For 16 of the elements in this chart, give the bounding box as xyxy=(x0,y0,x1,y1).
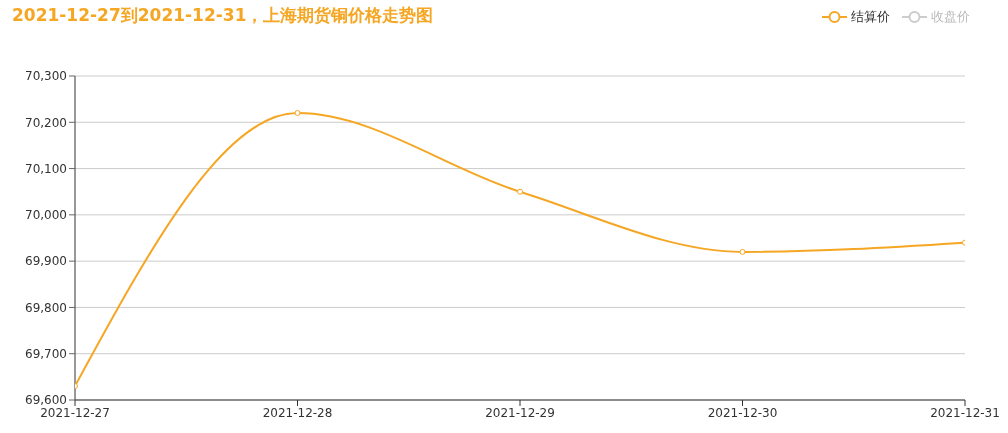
x-tick-label: 2021-12-31 xyxy=(930,405,1000,420)
y-tick-label: 70,000 xyxy=(25,208,67,223)
y-tick-label: 70,300 xyxy=(25,69,67,84)
y-tick-label: 70,100 xyxy=(25,161,67,176)
y-tick-label: 69,800 xyxy=(25,300,67,315)
legend-label: 收盘价 xyxy=(930,8,970,26)
y-tick-label: 69,700 xyxy=(25,346,67,361)
x-tick-label: 2021-12-27 xyxy=(40,405,110,420)
x-tick-label: 2021-12-29 xyxy=(485,405,555,420)
y-tick-label: 69,900 xyxy=(25,254,67,269)
y-tick-label: 69,600 xyxy=(25,393,67,408)
x-tick-label: 2021-12-30 xyxy=(707,405,778,420)
y-tick-label: 70,200 xyxy=(25,115,67,130)
x-tick-label: 2021-12-28 xyxy=(262,405,333,420)
chart-title: 2021-12-27到2021-12-31，上海期货铜价格走势图 xyxy=(12,4,434,27)
legend-label: 结算价 xyxy=(850,8,890,26)
